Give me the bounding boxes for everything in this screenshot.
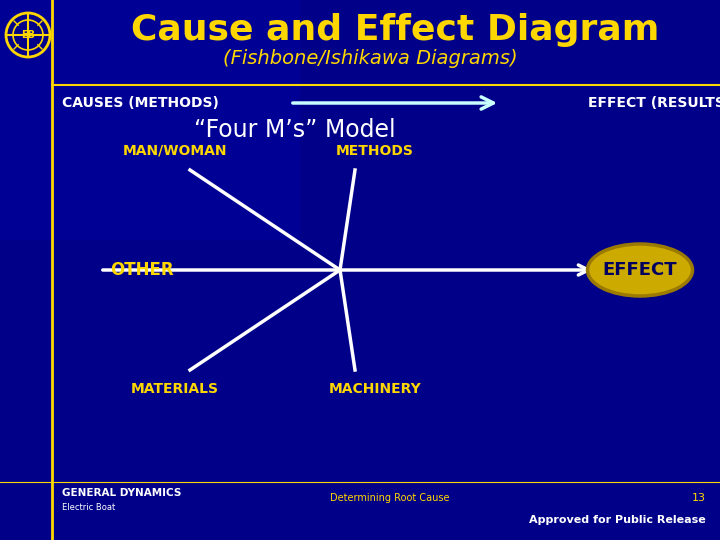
Text: Cause and Effect Diagram: Cause and Effect Diagram	[131, 13, 660, 47]
Text: EFFECT (RESULTS): EFFECT (RESULTS)	[588, 96, 720, 110]
Ellipse shape	[588, 244, 693, 296]
Ellipse shape	[6, 13, 50, 57]
Bar	[0, 0, 300, 240]
Text: EFFECT: EFFECT	[603, 261, 678, 279]
Text: OTHER: OTHER	[110, 261, 174, 279]
Ellipse shape	[13, 20, 43, 50]
Text: GENERAL DYNAMICS: GENERAL DYNAMICS	[62, 488, 181, 498]
Text: MACHINERY: MACHINERY	[328, 382, 421, 396]
Text: (Fishbone/Ishikawa Diagrams): (Fishbone/Ishikawa Diagrams)	[222, 49, 517, 68]
Text: MATERIALS: MATERIALS	[131, 382, 219, 396]
Text: Determining Root Cause: Determining Root Cause	[330, 493, 450, 503]
Text: Electric Boat: Electric Boat	[62, 503, 115, 512]
Text: MAN/WOMAN: MAN/WOMAN	[122, 144, 228, 158]
Text: 13: 13	[692, 493, 706, 503]
Text: CAUSES (METHODS): CAUSES (METHODS)	[62, 96, 219, 110]
Text: METHODS: METHODS	[336, 144, 414, 158]
Text: Approved for Public Release: Approved for Public Release	[529, 515, 706, 525]
Text: EB: EB	[21, 30, 35, 40]
Text: “Four M’s” Model: “Four M’s” Model	[194, 118, 396, 142]
